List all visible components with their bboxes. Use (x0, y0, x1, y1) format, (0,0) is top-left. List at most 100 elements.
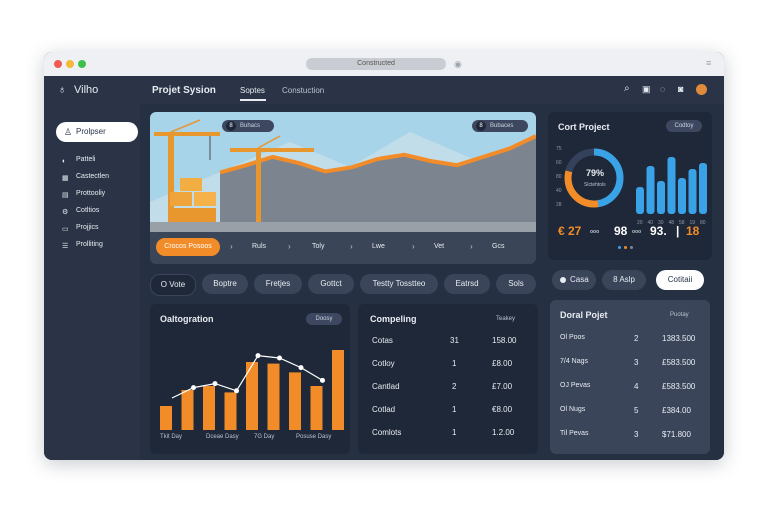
table-row[interactable]: Cantlad 2 £7.00 (358, 382, 538, 404)
chevron-right-icon: › (230, 242, 233, 251)
row-amount: £7.00 (492, 382, 513, 391)
minimize-window-button[interactable] (66, 60, 74, 68)
address-bar[interactable]: Constructed (306, 58, 446, 70)
table-row[interactable]: Ol Nugs 5 £384.00 (550, 406, 710, 428)
bar (667, 157, 676, 214)
bar (246, 362, 258, 430)
chip[interactable]: Sols (496, 274, 536, 294)
hero-tag-right[interactable]: 8 Bubaces (472, 120, 528, 132)
chip-casa[interactable]: Casa (552, 270, 596, 290)
optimisation-button[interactable]: Doosy (306, 313, 342, 325)
pager-dot[interactable] (624, 246, 627, 249)
app-window: Constructed ◉ ≡ ♁ Vilho Projet Sysion So… (44, 52, 724, 460)
hero-tag-left[interactable]: 8 Buhacs (222, 120, 274, 132)
hero-tag-left-num: 8 (226, 121, 236, 131)
hero-tag-right-num: 8 (476, 121, 486, 131)
row-amount: £583.500 (662, 358, 696, 367)
donut-value: 79% (586, 168, 605, 178)
row-amount: $71.800 (662, 430, 691, 439)
cost-project-button[interactable]: Codtoy (666, 120, 702, 132)
pager-dot[interactable] (618, 246, 621, 249)
trend-point (277, 355, 282, 361)
chip[interactable]: Boptre (202, 274, 248, 294)
trend-line (171, 354, 323, 399)
active-tab-indicator (240, 99, 266, 101)
table-row[interactable]: Til Pevas 3 $71.800 (550, 430, 710, 452)
donut-subtitle: Slctehtols (584, 182, 606, 188)
table-row[interactable]: Cotlad 1 €8.00 (358, 405, 538, 427)
table-row[interactable]: Comlots 1 1.2.00 (358, 428, 538, 450)
sidebar-item-3[interactable]: ▤ Prottooliy (62, 190, 136, 202)
avatar[interactable] (696, 84, 707, 95)
gear-icon: ⚙ (62, 209, 69, 216)
competing-button[interactable]: Teakey (496, 316, 516, 322)
timeline-active-step[interactable]: Crocos Posoos (156, 238, 220, 256)
table-row[interactable]: OJ Pevas 4 £583.500 (550, 382, 710, 404)
user-icon: ♙ (64, 127, 73, 137)
row-count: 2 (452, 382, 457, 391)
chip-vote[interactable]: O Vote (150, 274, 196, 296)
bar (289, 372, 301, 430)
x-tick: 20 (637, 220, 643, 226)
bar (203, 386, 215, 430)
stat-value: 18 (686, 224, 700, 238)
tab-construction[interactable]: Constuction (282, 86, 325, 95)
chat-icon[interactable]: ◌ (660, 84, 666, 94)
row-amount: 158.00 (492, 336, 517, 345)
timeline-step[interactable]: Gcs (492, 243, 505, 250)
chevron-right-icon: › (470, 242, 473, 251)
menu-icon[interactable]: ≡ (706, 58, 712, 68)
notification-icon[interactable]: ◙ (678, 84, 684, 94)
maximize-window-button[interactable] (78, 60, 86, 68)
sidebar: ♙ Prolpser ◐ Patteli ▦ Castectlen ▤ Prot… (44, 104, 140, 460)
table-row[interactable]: Cotas 31 158.00 (358, 336, 538, 358)
table-row[interactable]: Cotloy 1 £8.00 (358, 359, 538, 381)
page-title: Projet Sysion (152, 85, 216, 96)
tab-soptes[interactable]: Soptes (240, 86, 265, 95)
sidebar-item-6[interactable]: ☰ Prolliting (62, 241, 136, 253)
sidebar-item-4[interactable]: ⚙ Cotltios (62, 207, 136, 219)
construction-illustration (150, 112, 536, 232)
bar (267, 363, 280, 430)
calendar-icon[interactable]: ▣ (642, 84, 651, 94)
donut-arc-blue (564, 148, 624, 208)
row-name: Ol Nugs (560, 406, 586, 413)
search-icon[interactable]: ⌕ (624, 83, 630, 94)
table-row[interactable]: 7/4 Nags 3 £583.500 (550, 358, 710, 380)
y-tick: 75 (556, 146, 562, 152)
sidebar-item-2[interactable]: ▦ Castectlen (62, 173, 136, 185)
doral-project-panel: Doral Pojet Puotay Ol Poos 2 1383.500 7/… (550, 300, 710, 454)
row-name: Comlots (372, 428, 402, 437)
app-header: ♁ Vilho Projet Sysion Soptes Constuction… (44, 76, 724, 104)
chip[interactable]: Gottct (308, 274, 354, 294)
row-name: 7/4 Nags (560, 358, 589, 365)
table-row[interactable]: Ol Poos 2 1383.500 (550, 334, 710, 356)
hero-tag-right-label: Bubaces (490, 123, 514, 129)
y-tick: 60 (556, 160, 562, 166)
timeline-step[interactable]: Ruls (252, 243, 267, 250)
optimisation-title: Oaltogration (160, 314, 214, 324)
row-name: OJ Pevas (560, 382, 591, 389)
chip[interactable]: Fretjes (254, 274, 302, 294)
sidebar-item-1[interactable]: ◐ Patteli (62, 156, 136, 168)
sidebar-active-item[interactable]: ♙ Prolpser (56, 122, 138, 142)
pager-dot[interactable] (630, 246, 633, 249)
bar (310, 386, 323, 430)
chip[interactable]: Eatrsd (444, 274, 490, 294)
timeline-step[interactable]: Lwe (372, 243, 385, 250)
circle-icon (560, 277, 566, 283)
timeline-step[interactable]: Toly (312, 243, 325, 250)
chip[interactable]: Testty Tosstteo (360, 274, 438, 294)
chip-primary[interactable]: Cotitaii (656, 270, 704, 290)
bar (678, 178, 686, 214)
close-window-button[interactable] (54, 60, 62, 68)
trend-point (320, 377, 325, 383)
app-logo-text: Vilho (74, 84, 99, 96)
chip-aslp[interactable]: 8 Aslp (602, 270, 646, 290)
sidebar-item-label: Prolliting (76, 241, 103, 248)
sidebar-item-5[interactable]: ▭ Projjics (62, 224, 136, 236)
timeline-step[interactable]: Vet (434, 243, 445, 250)
doral-button[interactable]: Puotay (670, 312, 689, 318)
bar (181, 390, 194, 430)
stat-value: 93. (650, 224, 667, 238)
